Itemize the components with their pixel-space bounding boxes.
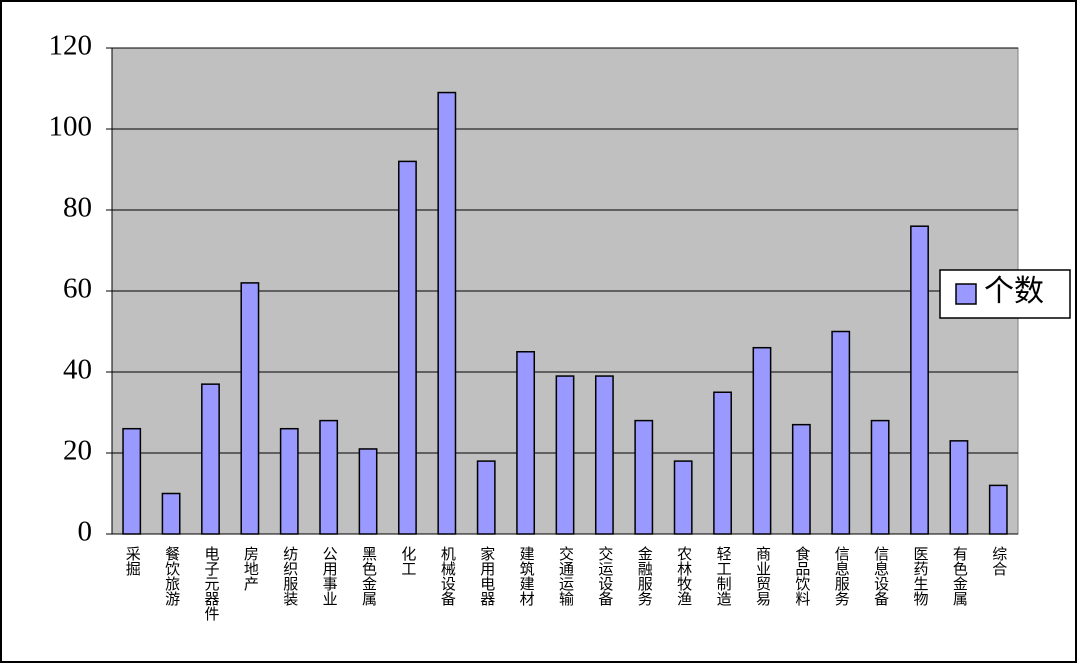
bar: [673, 460, 693, 535]
bar: [910, 225, 929, 535]
bar: [161, 492, 181, 535]
y-tick-label: 20: [63, 435, 92, 467]
bar: [634, 419, 654, 535]
legend-label: 个数: [984, 275, 1044, 308]
x-tick-label: 机械设备: [439, 546, 456, 606]
bar: [437, 91, 457, 535]
bar: [279, 427, 299, 535]
bar: [555, 375, 575, 535]
bar: [949, 440, 969, 535]
bar: [398, 160, 417, 535]
x-tick-label: 食品饮料: [793, 546, 810, 606]
bar: [319, 419, 339, 535]
y-tick-label: 60: [63, 273, 92, 305]
x-tick-label: 黑色金属: [360, 546, 377, 606]
y-tick-label: 120: [49, 30, 93, 62]
x-tick-label: 电子元器件: [202, 546, 219, 621]
bar: [988, 484, 1008, 535]
bar: [516, 351, 536, 535]
y-tick-label: 80: [63, 192, 92, 224]
x-tick-label: 医药生物: [912, 546, 929, 607]
x-tick-label: 信息设备: [872, 546, 889, 606]
x-tick-label: 纺织服装: [281, 546, 298, 606]
x-tick-label: 商业贸易: [754, 546, 771, 606]
x-tick-label: 化工: [399, 546, 416, 576]
bar: [122, 427, 142, 535]
bar: [358, 448, 378, 535]
x-tick-label: 金融服务: [636, 546, 653, 607]
x-tick-label: 有色金属: [951, 546, 968, 606]
legend-swatch: [955, 283, 977, 305]
x-tick-label: 家用电器: [478, 546, 495, 606]
bar: [594, 375, 614, 535]
bar: [476, 460, 496, 535]
x-tick-label: 交运设备: [596, 545, 613, 606]
x-tick-label: 餐饮旅游: [163, 546, 180, 607]
y-tick-label: 100: [49, 111, 93, 143]
bar: [831, 330, 851, 535]
x-tick-label: 农林牧渔: [675, 546, 692, 606]
y-tick-label: 40: [63, 354, 92, 386]
bar: [791, 423, 811, 535]
bar: [240, 282, 260, 535]
bar: [752, 346, 772, 535]
bar: [201, 383, 220, 535]
x-tick-label: 轻工制造: [715, 546, 732, 607]
x-tick-label: 信息服务: [833, 546, 850, 607]
x-tick-label: 建筑建材: [518, 546, 535, 606]
bar: [713, 391, 732, 535]
x-tick-label: 房地产: [242, 546, 259, 591]
x-tick-label: 公用事业: [321, 546, 338, 606]
y-tick-label: 0: [78, 516, 93, 548]
bar: [870, 419, 890, 535]
x-tick-label: 综合: [990, 546, 1007, 576]
x-tick-label: 交通运输: [557, 545, 574, 606]
x-tick-label: 采掘: [124, 546, 141, 577]
